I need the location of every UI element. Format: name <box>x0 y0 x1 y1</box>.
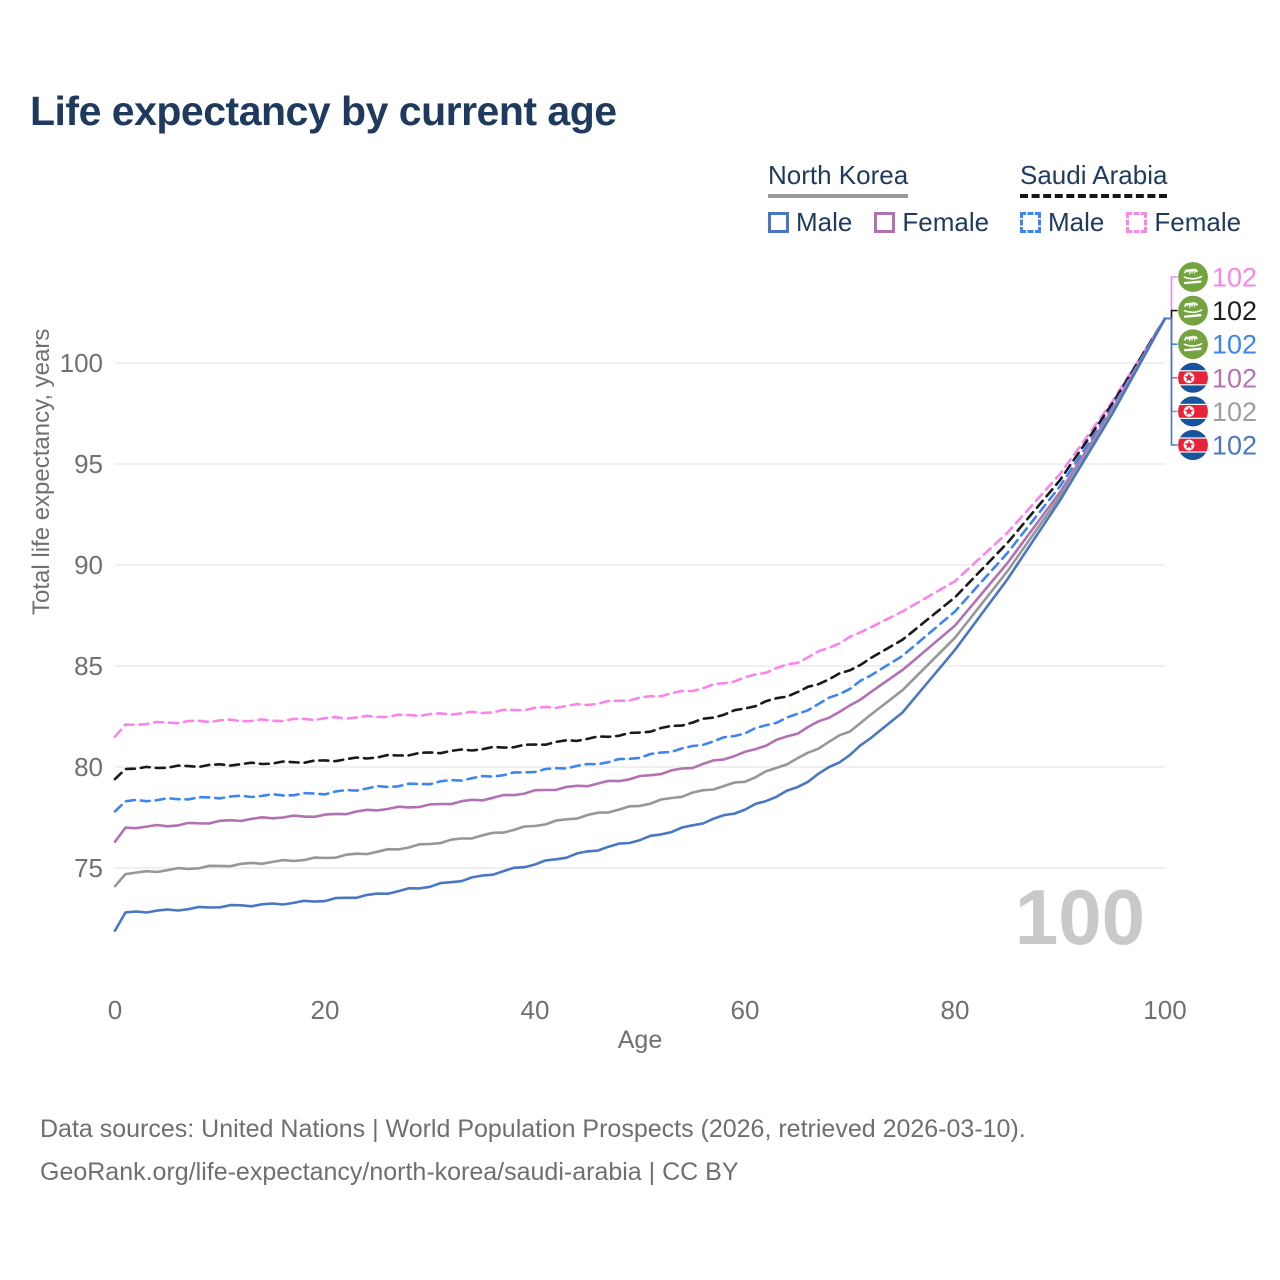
flag-icon-saudi-arabia <box>1178 262 1208 292</box>
legend-header-north-korea: North Korea <box>768 160 909 198</box>
legend-group-north-korea: North Korea Male Female <box>768 160 989 238</box>
y-tick-label: 95 <box>74 449 103 479</box>
legend-label-female: Female <box>902 207 990 237</box>
flag-icon-north-korea <box>1178 430 1208 460</box>
legend-swatch-solid-blue <box>768 212 789 233</box>
flag-icon-saudi-arabia <box>1178 329 1208 360</box>
x-tick-label: 80 <box>941 995 970 1025</box>
footer-data-sources: Data sources: United Nations | World Pop… <box>40 1115 1026 1143</box>
flag-icon-saudi-arabia <box>1178 295 1208 326</box>
end-label-leader-line <box>1165 309 1178 320</box>
end-value-label: 102 <box>1212 296 1257 326</box>
legend-row-saudi-arabia: Male Female <box>1020 207 1241 238</box>
series-line-saudi-arabia-male <box>113 317 1167 813</box>
series-line-north-korea-both-sexes <box>113 317 1167 888</box>
y-tick-label: 90 <box>74 550 103 580</box>
end-value-label: 102 <box>1212 363 1257 393</box>
x-tick-label: 40 <box>521 995 550 1025</box>
page-title: Life expectancy by current age <box>30 88 617 134</box>
y-tick-label: 100 <box>60 348 103 378</box>
footer: Data sources: United Nations | World Pop… <box>40 1108 1026 1194</box>
x-tick-label: 100 <box>1143 995 1186 1025</box>
end-value-label: 102 <box>1212 431 1257 461</box>
legend-swatch-dashed-blue <box>1020 212 1041 233</box>
series-line-north-korea-female <box>113 317 1167 844</box>
legend-item-north-korea-female[interactable]: Female <box>874 207 989 238</box>
end-value-label: 102 <box>1212 397 1257 427</box>
footer-attribution: GeoRank.org/life-expectancy/north-korea/… <box>40 1158 739 1186</box>
y-tick-label: 75 <box>74 853 103 883</box>
y-axis-title: Total life expectancy, years <box>28 328 55 615</box>
legend-swatch-solid-purple <box>874 212 896 233</box>
y-tick-label: 85 <box>74 651 103 681</box>
legend-label-male: Male <box>796 207 853 237</box>
legend-item-saudi-arabia-female[interactable]: Female <box>1126 207 1241 238</box>
x-tick-label: 0 <box>108 995 122 1025</box>
age-counter-watermark: 100 <box>1014 873 1145 961</box>
legend-label-male: Male <box>1048 207 1105 237</box>
legend-label-female: Female <box>1154 207 1242 237</box>
flag-icon-north-korea <box>1178 362 1208 393</box>
flag-icon-north-korea <box>1178 396 1208 427</box>
legend-group-saudi-arabia: Saudi Arabia Male Female <box>1020 160 1241 238</box>
series-line-saudi-arabia-female <box>113 317 1167 739</box>
legend-row-north-korea: Male Female <box>768 207 989 238</box>
series-line-saudi-arabia-both-sexes <box>113 317 1167 781</box>
legend-header-saudi-arabia: Saudi Arabia <box>1020 160 1168 198</box>
legend-swatch-dashed-pink <box>1126 212 1148 233</box>
x-tick-label: 20 <box>311 995 340 1025</box>
end-label-leader-line <box>1165 317 1178 446</box>
end-value-label: 102 <box>1212 330 1257 360</box>
x-tick-label: 60 <box>731 995 760 1025</box>
y-tick-label: 80 <box>74 752 103 782</box>
legend-item-north-korea-male[interactable]: Male <box>768 207 852 238</box>
series-line-north-korea-male <box>113 317 1167 932</box>
legend-item-saudi-arabia-male[interactable]: Male <box>1020 207 1104 238</box>
end-value-label: 102 <box>1212 263 1257 293</box>
x-axis-title: Age <box>617 1026 663 1054</box>
